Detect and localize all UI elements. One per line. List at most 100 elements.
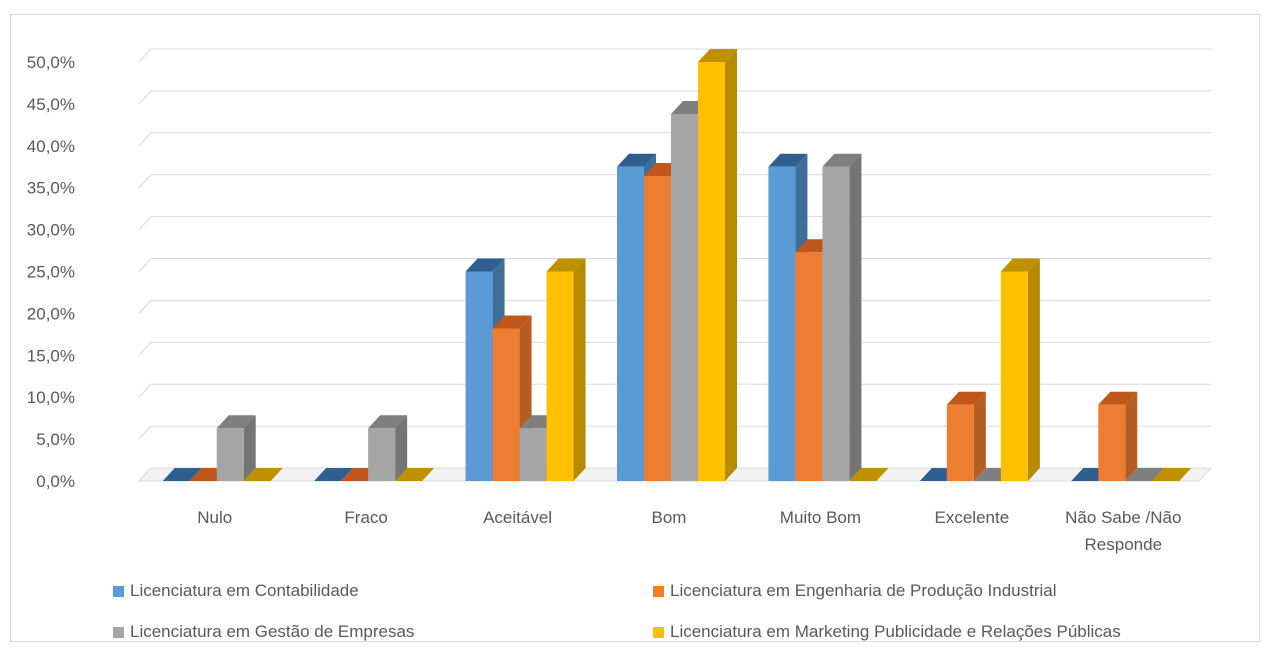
bar [162,468,202,481]
bar-front [546,271,574,481]
bar-top [465,258,505,272]
bar-top [162,468,202,481]
gridline-wall [138,300,152,314]
bar [822,153,862,481]
bar-top [1000,258,1040,272]
legend-label-gestao: Licenciatura em Gestão de Empresas [130,622,415,641]
gridline-wall [138,258,152,272]
bar-front [368,428,396,481]
bar-front [492,328,520,481]
bar-top [946,391,986,405]
bars [162,49,1192,482]
legend-item-marketing: Licenciatura em Marketing Publicidade e … [653,622,1121,642]
x-tick-label: Fraco [344,508,387,527]
bar-front [465,271,493,481]
bar-top [822,153,862,167]
bar [946,391,986,481]
bar-front [617,166,644,481]
x-tick-label: Bom [652,508,687,527]
bar [698,49,737,481]
bar-top [243,468,283,481]
bar-front [822,166,850,481]
y-tick-label: 35,0% [27,179,75,198]
bar [216,415,256,481]
legend-label-contabilidade: Licenciatura em Contabilidade [130,581,359,600]
legend-item-gestao: Licenciatura em Gestão de Empresas [113,622,414,642]
gridline-wall [138,132,152,147]
legend-label-marketing: Licenciatura em Marketing Publicidade e … [670,622,1121,641]
bar-front [946,404,974,481]
bar [671,100,710,482]
x-tick-label: Aceitável [483,508,552,527]
bar-top [1125,468,1165,481]
y-tick-label: 15,0% [27,346,75,365]
gridline-wall [138,216,152,230]
bar-top [395,468,435,481]
gridline-wall [138,341,152,356]
bar [1000,258,1040,481]
gridline-wall [138,383,152,398]
x-tick-label: Não Sabe /Não [1065,508,1181,527]
gridline-wall [138,425,152,440]
bar-front [519,428,547,481]
gridline-wall [138,174,152,189]
bar [1098,391,1138,481]
legend-swatch-contabilidade [113,585,124,597]
legend-swatch-gestao [113,626,124,638]
bar-front [671,113,698,482]
bar-top [1152,468,1192,481]
bar-side [725,49,737,481]
bar-front [795,252,823,481]
bar-side [1125,391,1138,481]
bar [395,468,435,481]
chart-frame: 0,0% 5,0% 10,0% 15,0% 20,0% 25,0% 30,0% 35,0% 40… [10,14,1260,642]
bar [1152,468,1192,481]
bar-front [1000,271,1028,481]
bar [243,468,283,481]
bar-front [1098,404,1126,481]
bar-chart: 0,0% 5,0% 10,0% 15,0% 20,0% 25,0% 30,0% 35,0% 40… [27,48,1213,554]
bar-side [973,391,986,481]
y-tick-label: 10,0% [27,388,75,407]
bar-top [768,153,808,167]
legend-item-engenharia: Licenciatura em Engenharia de Produção I… [653,581,1057,601]
bar-top [546,258,586,272]
bar [1125,468,1165,481]
y-tick-label: 5,0% [36,430,75,449]
bar-top [216,415,256,429]
legend-swatch-marketing [653,626,664,638]
bar-front [644,175,671,481]
bar-side [1027,258,1040,481]
x-tick-label: Muito Bom [780,508,861,527]
bar [849,468,889,481]
gridline-wall [138,48,152,63]
y-tick-label: 25,0% [27,263,75,282]
bar-side [573,258,586,481]
bar [314,468,354,481]
bar-top [314,468,354,481]
y-tick-label: 40,0% [27,137,75,156]
bar-side [243,415,256,481]
y-tick-label: 45,0% [27,95,75,114]
y-tick-label: 0,0% [36,472,75,491]
y-tick-label: 50,0% [27,53,75,72]
bar-top [849,468,889,481]
bar-top [368,415,408,429]
legend-label-engenharia: Licenciatura em Engenharia de Produção I… [670,581,1057,600]
legend-swatch-engenharia [653,585,664,597]
x-tick-label: Responde [1085,535,1163,554]
bar-front [698,62,725,481]
bar-top [698,49,737,62]
y-tick-label: 20,0% [27,304,75,323]
x-tick-label: Excelente [935,508,1010,527]
bar-side [849,153,862,481]
bar-top [1098,391,1138,405]
bar-top [492,315,532,329]
bar [546,258,586,481]
bar [368,415,408,481]
bar-front [768,166,796,481]
bar-front [216,428,244,481]
legend-item-contabilidade: Licenciatura em Contabilidade [113,581,359,601]
y-tick-label: 30,0% [27,221,75,240]
x-tick-label: Nulo [197,508,232,527]
